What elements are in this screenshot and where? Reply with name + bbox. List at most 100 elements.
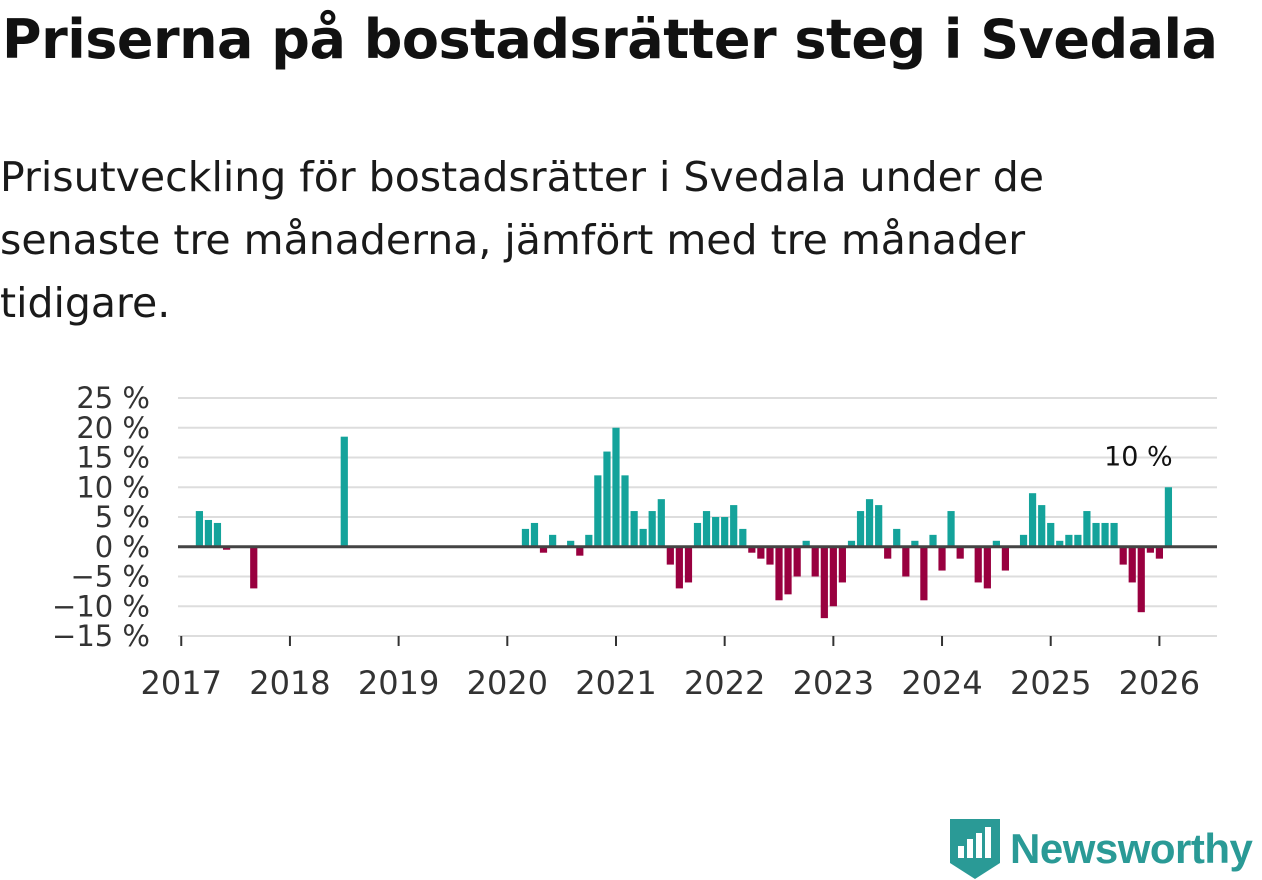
bar bbox=[974, 546, 982, 583]
bar bbox=[567, 540, 575, 547]
bar bbox=[920, 546, 928, 601]
bar bbox=[621, 475, 629, 547]
bar bbox=[721, 517, 729, 547]
bar bbox=[820, 546, 828, 619]
bar bbox=[684, 546, 693, 583]
bar bbox=[1101, 522, 1109, 547]
y-tick-label: 20 % bbox=[76, 411, 150, 445]
bar bbox=[956, 546, 964, 559]
bar bbox=[702, 511, 711, 547]
x-tick-label: 2019 bbox=[358, 664, 439, 702]
bar bbox=[612, 427, 620, 547]
latest-value-label: 10 % bbox=[1104, 441, 1173, 472]
bar bbox=[1110, 522, 1118, 547]
y-tick-label: 25 % bbox=[76, 381, 150, 415]
bar bbox=[1155, 546, 1163, 559]
bar bbox=[947, 511, 955, 547]
price-change-bar-chart: 25 %20 %15 %10 %5 %0 %−5 %−10 %−15 % 201… bbox=[52, 381, 1217, 702]
bar bbox=[865, 499, 874, 547]
bar bbox=[1083, 511, 1091, 547]
y-tick-label: 0 % bbox=[95, 530, 150, 564]
x-axis: 2017 2018 2019 2020 2021 2022 2023 2024 2025 2026 bbox=[141, 636, 1200, 702]
y-tick-label: −5 % bbox=[70, 560, 150, 594]
bar bbox=[666, 546, 674, 565]
bar bbox=[829, 546, 837, 607]
bar bbox=[793, 546, 801, 577]
bar bbox=[576, 546, 584, 556]
bar bbox=[730, 505, 738, 547]
bar bbox=[856, 511, 865, 547]
newsworthy-logo-icon bbox=[950, 819, 1000, 879]
bar bbox=[766, 546, 774, 565]
bar bbox=[1056, 540, 1064, 547]
page-subtitle: Prisutveckling för bostadsrätter i Sveda… bbox=[0, 153, 1044, 327]
bar bbox=[748, 546, 756, 553]
bar bbox=[911, 540, 919, 547]
bar bbox=[1074, 534, 1082, 547]
brand-name: Newsworthy bbox=[1010, 825, 1253, 872]
bar bbox=[530, 522, 539, 547]
bar bbox=[195, 511, 204, 547]
bar bbox=[1146, 546, 1154, 553]
bar bbox=[1038, 505, 1046, 547]
newsworthy-logo: Newsworthy bbox=[950, 818, 1253, 880]
bar bbox=[521, 528, 530, 547]
x-tick-label: 2025 bbox=[1010, 664, 1091, 702]
bar bbox=[1128, 546, 1136, 583]
bar bbox=[630, 511, 638, 547]
bar bbox=[757, 546, 765, 559]
bar bbox=[893, 528, 901, 547]
bar bbox=[784, 546, 792, 595]
bar bbox=[739, 528, 747, 547]
bar bbox=[1065, 534, 1073, 547]
bar bbox=[1001, 546, 1009, 571]
bar bbox=[675, 546, 683, 589]
bar bbox=[585, 534, 593, 547]
y-tick-label: 5 % bbox=[95, 500, 150, 534]
bar bbox=[594, 475, 602, 547]
bar bbox=[1137, 546, 1145, 613]
x-tick-label: 2024 bbox=[901, 664, 982, 702]
bar bbox=[1092, 522, 1100, 547]
bar bbox=[811, 546, 819, 577]
bar bbox=[648, 511, 656, 547]
bar bbox=[983, 546, 991, 589]
bar bbox=[639, 528, 647, 547]
bar bbox=[1028, 493, 1037, 547]
x-tick-label: 2026 bbox=[1119, 664, 1200, 702]
bar bbox=[992, 540, 1000, 547]
y-tick-label: 15 % bbox=[76, 441, 150, 475]
bar bbox=[1164, 487, 1173, 547]
bar bbox=[838, 546, 846, 583]
bar bbox=[847, 540, 856, 547]
bar bbox=[938, 546, 946, 571]
bar bbox=[775, 546, 783, 601]
gridlines bbox=[178, 397, 1217, 637]
x-tick-label: 2017 bbox=[141, 664, 222, 702]
y-axis: 25 %20 %15 %10 %5 %0 %−5 %−10 %−15 % bbox=[52, 381, 150, 653]
bar bbox=[657, 499, 665, 547]
bar bbox=[884, 546, 892, 559]
x-tick-label: 2020 bbox=[467, 664, 548, 702]
x-tick-label: 2022 bbox=[684, 664, 765, 702]
bar bbox=[539, 546, 548, 553]
bar bbox=[929, 534, 937, 547]
y-tick-label: −10 % bbox=[52, 589, 150, 623]
bar bbox=[902, 546, 910, 577]
bar bbox=[549, 534, 557, 547]
bar bbox=[1047, 522, 1055, 547]
bar bbox=[875, 505, 883, 547]
y-tick-label: −15 % bbox=[52, 619, 150, 653]
bar bbox=[603, 451, 611, 547]
bars bbox=[195, 427, 1173, 619]
bar bbox=[204, 519, 213, 547]
bar bbox=[712, 517, 720, 547]
bar bbox=[250, 546, 258, 589]
y-tick-label: 10 % bbox=[76, 470, 150, 504]
bar bbox=[340, 436, 348, 547]
bar bbox=[802, 540, 810, 547]
page-title: Priserna på bostadsrätter steg i Svedala bbox=[2, 8, 1218, 71]
x-tick-label: 2018 bbox=[249, 664, 330, 702]
bar bbox=[1119, 546, 1127, 565]
bar bbox=[693, 522, 702, 547]
